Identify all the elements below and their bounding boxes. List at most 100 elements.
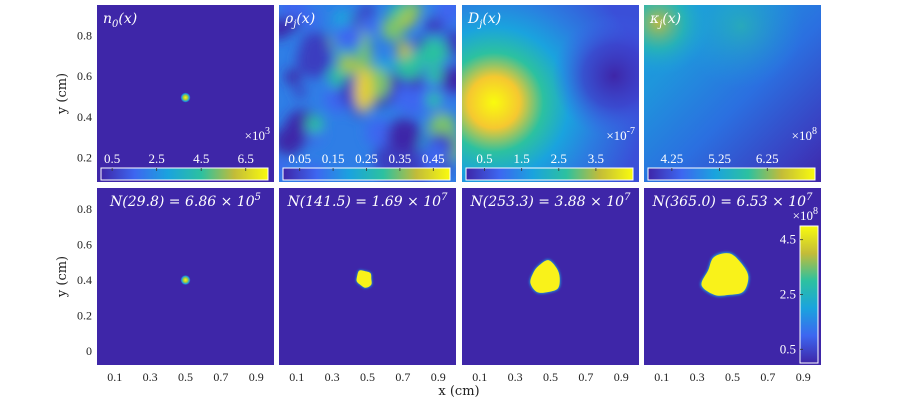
x-tick-label: 0.7 bbox=[213, 370, 228, 384]
colorbar-exponent-base: ×10 bbox=[606, 128, 626, 143]
rho-peak bbox=[397, 41, 411, 59]
rho-blob bbox=[426, 66, 444, 85]
title-exponent: 7 bbox=[624, 192, 631, 203]
colorbar-tick-label: 3.5 bbox=[588, 151, 604, 166]
n0-hotspot bbox=[180, 92, 191, 103]
bottom-row: N(29.8) = 6.86 × 105 N(141.5) = 1.69 × 10… bbox=[97, 188, 821, 365]
x-tick-label: 0.5 bbox=[178, 370, 193, 384]
bottom-panel: N(141.5) = 1.69 × 107 bbox=[279, 188, 456, 365]
colorbar-tick-label: 0.35 bbox=[389, 151, 412, 166]
y-tick-label: 0.4 bbox=[77, 273, 92, 287]
title-eq: ) = bbox=[344, 194, 371, 210]
rho-blob bbox=[284, 69, 301, 85]
x-tick-label: 0.9 bbox=[431, 370, 446, 384]
panel-title: N(365.0) = 6.53 × 107 bbox=[652, 192, 814, 210]
title-times: × 10 bbox=[768, 194, 807, 210]
panel-title: N(29.8) = 6.86 × 105 bbox=[109, 192, 261, 210]
rho-noise bbox=[279, 5, 456, 182]
colorbar-tick-label: 6.25 bbox=[756, 151, 779, 166]
y-tick-label: 0.8 bbox=[77, 202, 92, 216]
colorbar-tick-label: 0.5 bbox=[476, 151, 492, 166]
colorbar-exponent-power: 8 bbox=[812, 126, 817, 137]
colorbar-exponent-base: ×10 bbox=[792, 128, 812, 143]
panel-title: κj(x) bbox=[649, 11, 681, 30]
panel-title-main: n bbox=[103, 11, 112, 27]
x-tick-label: 0.7 bbox=[395, 370, 410, 384]
title-times: × 10 bbox=[403, 194, 442, 210]
rho-peak bbox=[355, 68, 373, 112]
x-axis-label: x (cm) bbox=[438, 384, 479, 399]
colorbar-exponent: ×108 bbox=[793, 206, 818, 223]
top-panel-annotations: Dj(x) 0.5 1.5 2.5 3.5×10-7 bbox=[465, 11, 635, 181]
x-tick-label: 0.1 bbox=[289, 370, 304, 384]
title-time: 141.5 bbox=[305, 194, 345, 210]
x-tick-label: 0.7 bbox=[760, 370, 775, 384]
title-open: ( bbox=[483, 194, 489, 210]
panel-title-main: κ bbox=[649, 11, 659, 27]
panel-title-sub: j bbox=[477, 19, 482, 30]
panel-title: ρj(x) bbox=[284, 11, 315, 30]
y-axis-label: y (cm) bbox=[55, 73, 70, 115]
title-eq: ) = bbox=[527, 194, 554, 210]
colorbar bbox=[647, 167, 816, 181]
bottom-panel: N(253.3) = 3.88 × 107 bbox=[462, 188, 639, 365]
colorbar-exponent: ×10-7 bbox=[606, 126, 635, 143]
panel-title: Dj(x) bbox=[467, 11, 501, 30]
colorbar bbox=[465, 167, 634, 181]
title-open: ( bbox=[300, 194, 306, 210]
x-tick-label: 0.9 bbox=[249, 370, 264, 384]
panel-title-main: D bbox=[467, 11, 479, 27]
x-tick-label: 0.5 bbox=[543, 370, 558, 384]
colorbar-tick-label: 0.5 bbox=[780, 341, 796, 356]
title-exponent: 7 bbox=[441, 192, 448, 203]
panel-title: N(253.3) = 3.88 × 107 bbox=[470, 192, 632, 210]
tumor-region bbox=[530, 260, 560, 293]
colorbar-tick-label: 2.5 bbox=[780, 287, 796, 302]
top-panel-annotations: n0(x) 0.5 2.5 4.5 6.5 ×103 bbox=[100, 11, 270, 181]
y-tick-label: 0.4 bbox=[77, 110, 92, 124]
colorbar-exponent-base: ×10 bbox=[793, 208, 813, 223]
panel-title-arg: (x) bbox=[482, 11, 501, 27]
rho-peak bbox=[398, 13, 416, 27]
panel-title-sub: j bbox=[657, 19, 662, 30]
title-time: 253.3 bbox=[487, 194, 528, 210]
panel-kappa bbox=[644, 5, 821, 182]
y-tick-label: 0 bbox=[86, 344, 92, 358]
top-panel-annotations: κj(x) 4.25 5.25 6.25 ×108 bbox=[647, 11, 817, 181]
title-time: 29.8 bbox=[127, 194, 159, 210]
title-times: × 10 bbox=[586, 194, 625, 210]
panel-title: N(141.5) = 1.69 × 107 bbox=[287, 192, 449, 210]
colorbar-exponent-power: 3 bbox=[265, 126, 270, 137]
x-tick-label: 0.1 bbox=[654, 370, 669, 384]
rho-blob bbox=[440, 65, 456, 94]
rho-blob bbox=[335, 25, 362, 52]
panel-title-arg: (x) bbox=[118, 11, 137, 27]
rho-blob bbox=[305, 115, 324, 134]
x-tick-label: 0.1 bbox=[472, 370, 487, 384]
colorbar-tick-label: 4.5 bbox=[193, 151, 209, 166]
title-N: N bbox=[470, 194, 484, 210]
title-N: N bbox=[109, 194, 123, 210]
rho-peak bbox=[339, 57, 359, 73]
x-tick-label: 0.9 bbox=[614, 370, 629, 384]
x-tick-label: 0.3 bbox=[690, 370, 705, 384]
rho-blob bbox=[359, 5, 375, 19]
x-tick-label: 0.3 bbox=[143, 370, 158, 384]
title-eq: ) = bbox=[158, 194, 185, 210]
colorbar-tick-label: 5.25 bbox=[708, 151, 731, 166]
colorbar-tick-label: 0.45 bbox=[422, 151, 445, 166]
tumor-region bbox=[180, 275, 191, 286]
y-tick-label: 0.6 bbox=[77, 69, 92, 83]
rho-blob bbox=[428, 140, 449, 161]
rho-blob bbox=[293, 85, 306, 98]
colorbar-tick-label: 2.5 bbox=[551, 151, 567, 166]
colorbar-exponent-base: ×10 bbox=[245, 128, 265, 143]
rho-blob bbox=[424, 15, 444, 36]
panel-rho bbox=[279, 5, 456, 182]
kappa-hotspot bbox=[644, 5, 821, 182]
title-N: N bbox=[287, 194, 301, 210]
panel-title-main: ρ bbox=[284, 11, 294, 27]
x-tick-label: 0.5 bbox=[725, 370, 740, 384]
